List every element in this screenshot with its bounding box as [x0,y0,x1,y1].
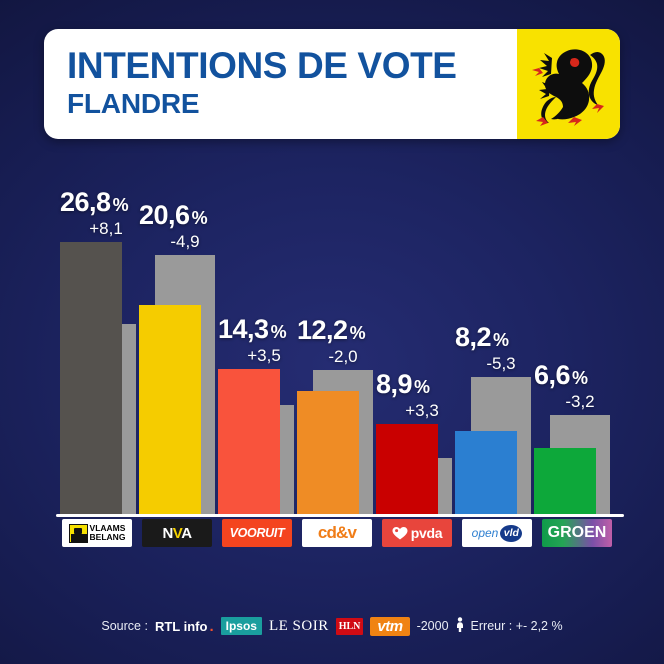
flemish-lion-flag-icon [517,29,620,139]
bar-delta-label: +8,1 [89,218,123,238]
bar-group: 14,3% +3,5 [218,160,294,515]
party-logo-nva[interactable]: NVA [142,519,212,547]
vooruit-label: VOORUIT [229,526,285,540]
sample-size: -2000 [416,619,449,633]
percent-sign: % [191,207,208,228]
nva-label-n: N [162,524,173,542]
bar-value-label: 6,6% [534,360,662,391]
bar-value-number: 12,2 [297,315,348,346]
header-text-block: INTENTIONS DE VOTE FLANDRE [44,29,517,139]
bar-delta-label: -2,0 [328,347,358,367]
hln-logo: HLN [335,617,364,635]
vlaams-belang-emblem-icon [68,523,88,543]
bar-value-number: 20,6 [139,199,190,230]
vtm-logo: vtm [370,616,410,636]
bar-group: 12,2% -2,0 [297,160,373,515]
bar-group: 8,9% +3,3 [376,160,452,515]
bar-group: 20,6% -4,9 [139,160,215,515]
party-logo-row: VLAAMS BELANG NVA VOORUIT cd&v pvda open [60,519,620,549]
bar-delta-label: -3,2 [565,392,595,412]
bar-delta-label: +3,5 [247,346,281,366]
groen-label: GROEN [547,524,607,541]
person-icon [456,617,464,635]
party-logo-groen[interactable]: GROEN [542,519,612,547]
source-label: Source : [101,619,148,633]
party-bar [376,424,438,515]
margin-of-error: Erreur : +- 2,2 % [470,619,563,633]
bar-group: 26,8% +8,1 [60,160,136,515]
percent-sign: % [112,194,129,215]
party-logo-vlaams-belang[interactable]: VLAAMS BELANG [62,519,132,547]
bar-value-number: 8,9 [376,369,413,400]
bar-delta-label: -4,9 [170,231,200,251]
nva-label-a: A [181,524,192,542]
bar-value-number: 14,3 [218,314,269,345]
bar-chart: 26,8% +8,1 20,6% -4,9 14,3% +3,5 12,2% -2,0 8,9%… [60,160,620,515]
vlaams-belang-label-line2: BELANG [89,532,126,542]
vlaams-belang-label-line1: VLAAMS [89,522,126,533]
bar-group: 6,6% -3,2 [534,160,610,515]
party-logo-cdv[interactable]: cd&v [302,519,372,547]
percent-sign: % [493,330,509,351]
percent-sign: % [572,368,588,389]
le-soir-logo: LE SOIR [268,617,329,634]
page-subtitle: FLANDRE [67,88,200,119]
nva-label-wedge: V [172,524,182,542]
ipsos-logo: Ipsos [220,617,262,635]
bar-value-label: 8,2% [455,322,583,353]
bar-value-label: 20,6% [139,200,267,231]
rtl-info-dot-icon: . [209,617,214,635]
pvda-label: pvda [410,525,443,541]
percent-sign: % [270,322,287,343]
header-banner: INTENTIONS DE VOTE FLANDRE [44,29,620,139]
party-bar [218,369,280,515]
party-logo-vooruit[interactable]: VOORUIT [222,519,292,547]
party-bar [534,447,596,515]
percent-sign: % [414,377,430,398]
bar-value-number: 6,6 [534,360,571,391]
bar-value-label: 26,8% [60,187,188,218]
pvda-heart-icon [392,527,408,540]
open-vld-circle-icon: vld [500,524,523,542]
cdv-label: cd&v [317,523,357,542]
party-logo-pvda[interactable]: pvda [382,519,452,547]
page-title: INTENTIONS DE VOTE [67,45,457,86]
bar-value-label: 8,9% [376,369,504,400]
bar-value-number: 26,8 [60,186,111,217]
open-vld-label-vld: vld [503,527,519,539]
party-bar [455,431,517,515]
party-logo-open-vld[interactable]: open vld [462,519,532,547]
percent-sign: % [349,323,366,344]
bar-group: 8,2% -5,3 [455,160,531,515]
party-bar [139,304,201,515]
chart-baseline [56,514,624,517]
open-vld-label-open: open [471,526,499,540]
party-bar [60,241,122,515]
bar-value-number: 8,2 [455,322,492,353]
bar-value-label: 14,3% [218,314,346,345]
rtl-info-logo: RTL info [154,618,208,634]
footer-source-bar: Source : RTL info . Ipsos LE SOIR HLN vt… [0,612,664,640]
party-bar [297,390,359,515]
bar-delta-label: +3,3 [405,401,439,421]
bar-value-label: 12,2% [297,315,425,346]
bar-delta-label: -5,3 [486,354,516,374]
